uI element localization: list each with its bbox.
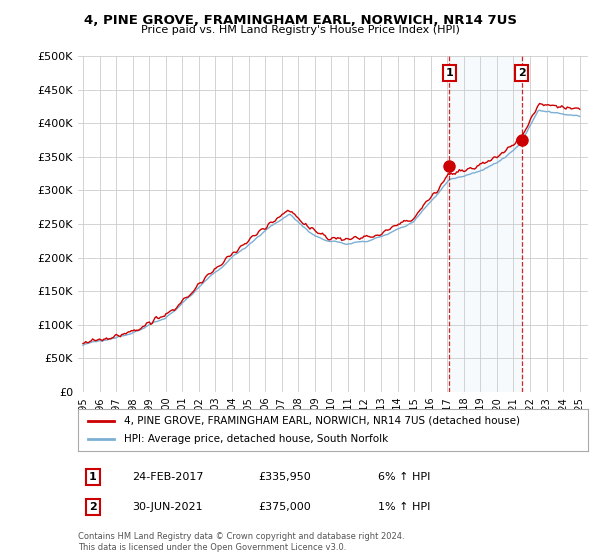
- Text: £375,000: £375,000: [258, 502, 311, 512]
- Text: HPI: Average price, detached house, South Norfolk: HPI: Average price, detached house, Sout…: [124, 434, 388, 444]
- Text: 1: 1: [89, 472, 97, 482]
- Text: 4, PINE GROVE, FRAMINGHAM EARL, NORWICH, NR14 7US: 4, PINE GROVE, FRAMINGHAM EARL, NORWICH,…: [83, 14, 517, 27]
- Text: Price paid vs. HM Land Registry's House Price Index (HPI): Price paid vs. HM Land Registry's House …: [140, 25, 460, 35]
- Text: 1: 1: [445, 68, 453, 78]
- Text: Contains HM Land Registry data © Crown copyright and database right 2024.
This d: Contains HM Land Registry data © Crown c…: [78, 532, 404, 552]
- Text: £335,950: £335,950: [258, 472, 311, 482]
- Text: 2: 2: [89, 502, 97, 512]
- Text: 4, PINE GROVE, FRAMINGHAM EARL, NORWICH, NR14 7US (detached house): 4, PINE GROVE, FRAMINGHAM EARL, NORWICH,…: [124, 416, 520, 426]
- Text: 6% ↑ HPI: 6% ↑ HPI: [378, 472, 430, 482]
- Text: 1% ↑ HPI: 1% ↑ HPI: [378, 502, 430, 512]
- Text: 30-JUN-2021: 30-JUN-2021: [132, 502, 203, 512]
- Text: 2: 2: [518, 68, 526, 78]
- Text: 24-FEB-2017: 24-FEB-2017: [132, 472, 203, 482]
- Bar: [449, 56, 522, 392]
